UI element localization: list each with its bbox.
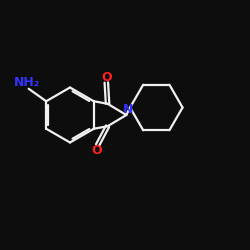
Text: NH₂: NH₂ [14, 76, 40, 89]
Text: O: O [101, 71, 112, 84]
Text: N: N [122, 103, 133, 116]
Text: O: O [91, 144, 102, 156]
